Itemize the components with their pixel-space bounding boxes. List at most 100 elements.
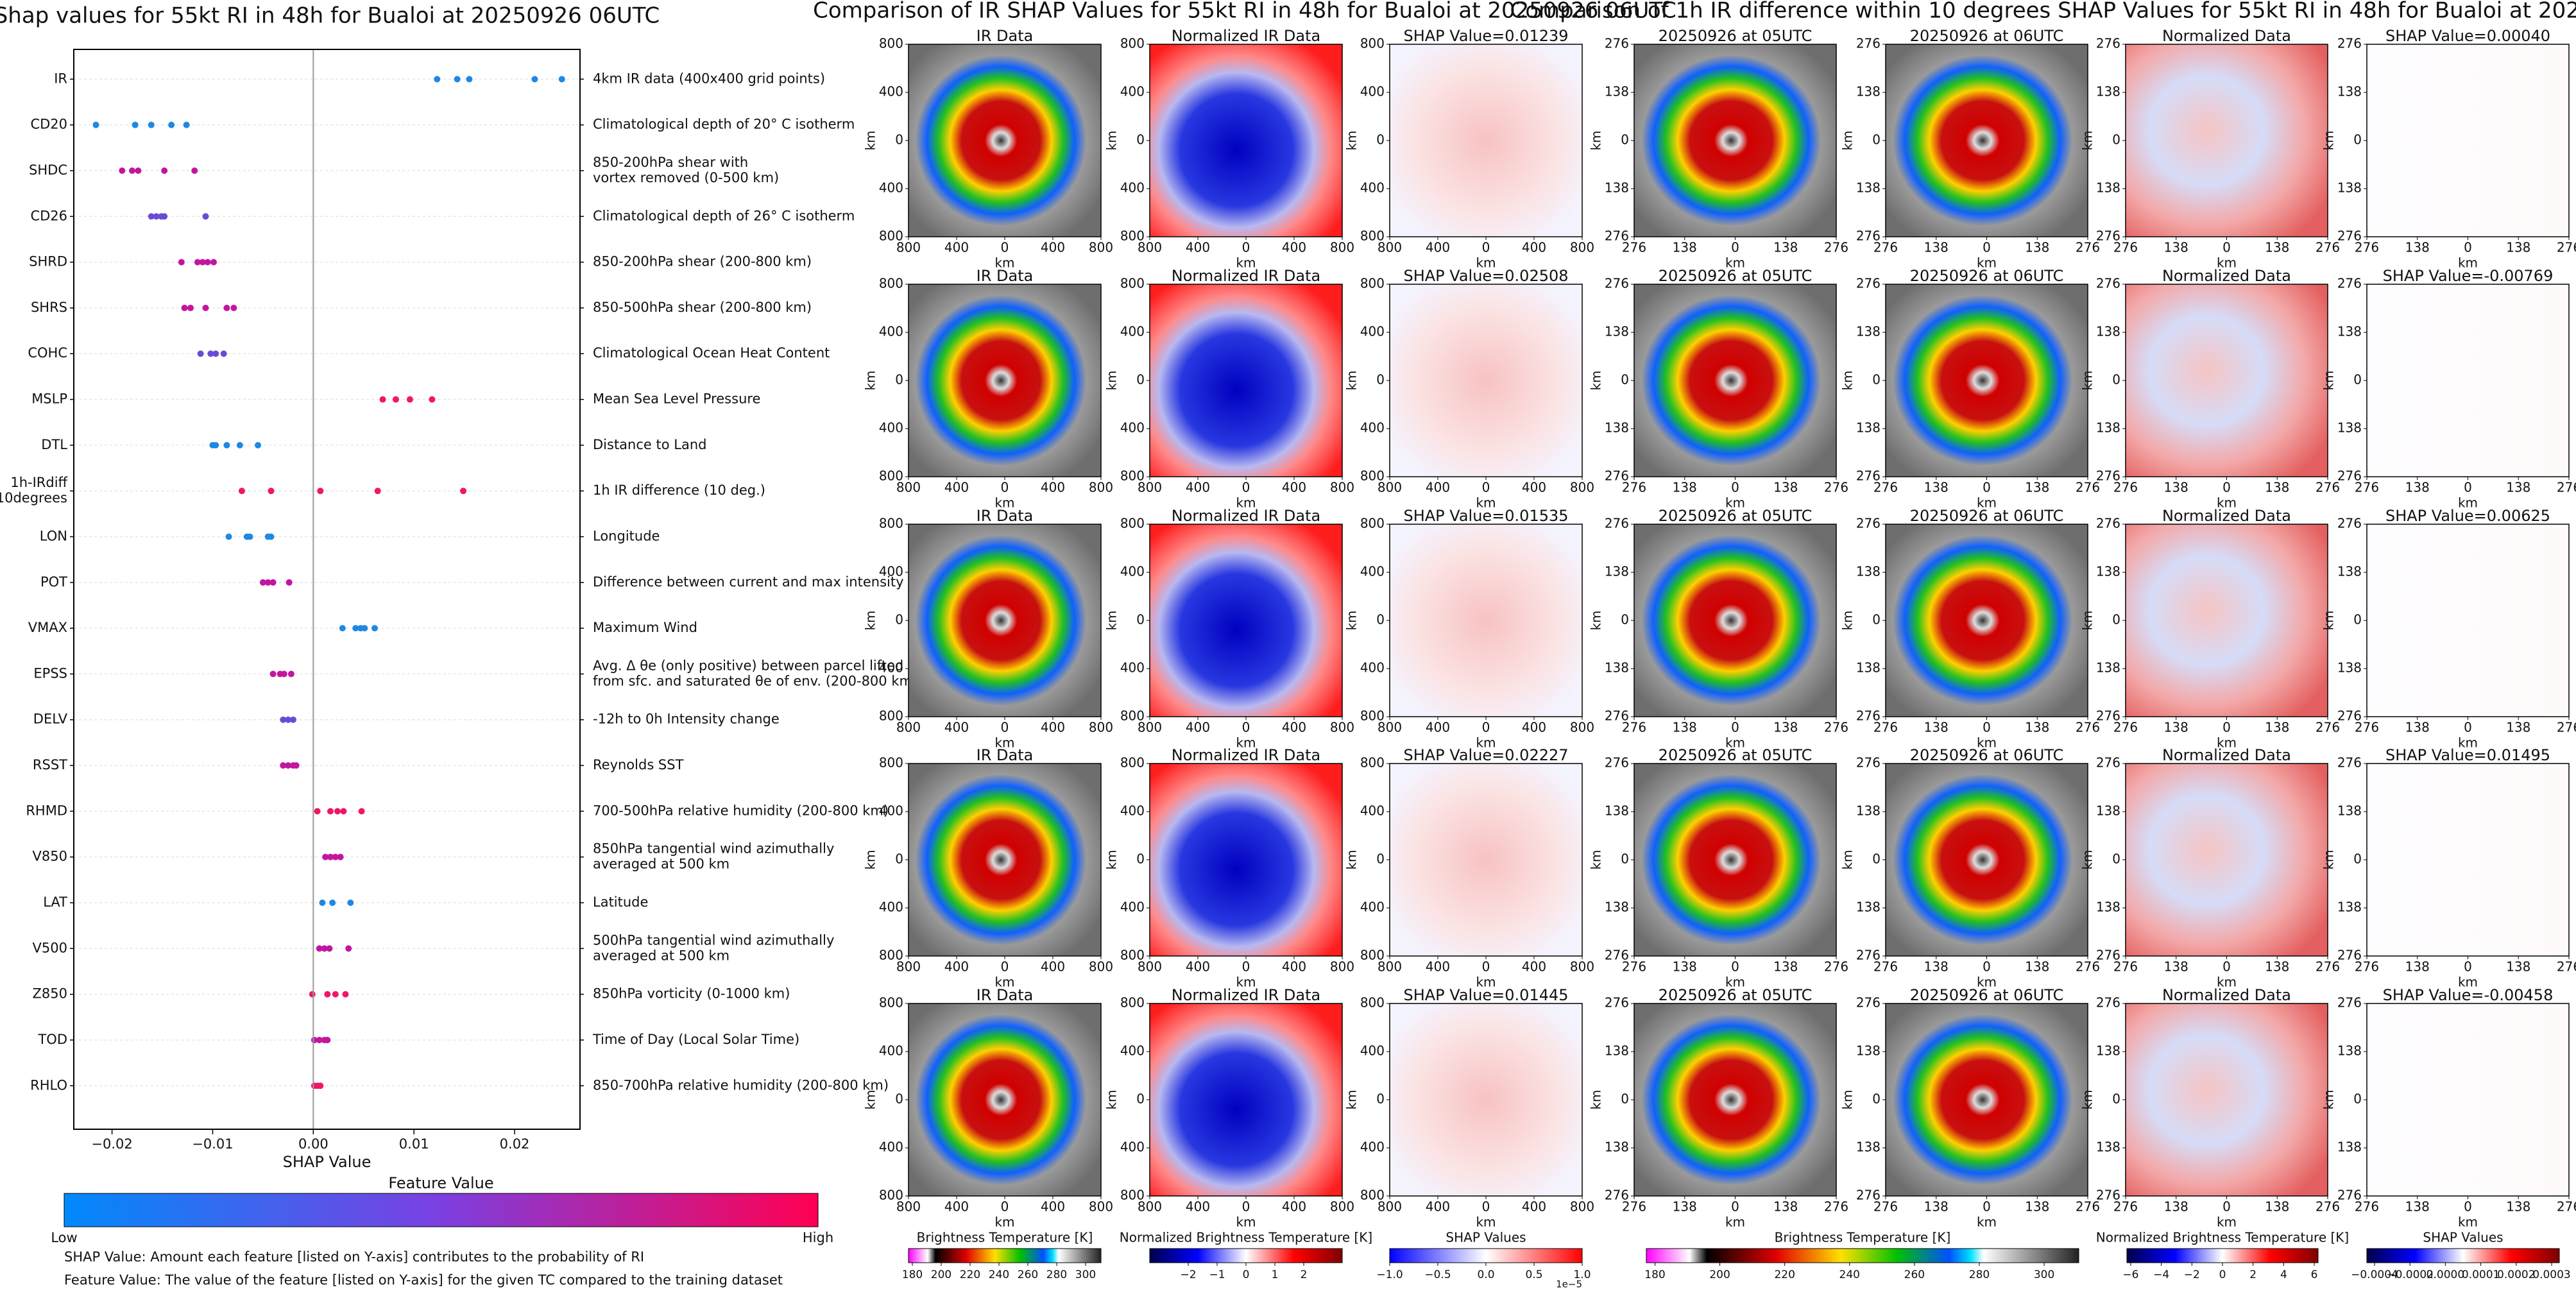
shap-point: [531, 76, 538, 83]
image-panel: [1633, 1003, 1837, 1197]
x-tick-label: 276: [1622, 480, 1646, 495]
x-tick-label: 276: [1873, 959, 1898, 975]
shap-point: [181, 304, 188, 311]
y-tick-label: 800: [1120, 1188, 1145, 1203]
y-tick-label: 276: [1856, 276, 1881, 291]
y-tick-label: 276: [1605, 1188, 1629, 1203]
panel-title: SHAP Value=0.00040: [2385, 27, 2550, 45]
x-tick-label: 276: [1824, 720, 1848, 735]
colorbar-tick-label: −1: [1209, 1268, 1225, 1281]
x-tick-label: 800: [1570, 1199, 1594, 1215]
y-tick-label: 400: [1120, 1140, 1145, 1155]
feature-description: Longitude: [593, 528, 660, 543]
shap-point: [332, 991, 339, 998]
image-panel: [1389, 284, 1583, 477]
y-tick-label: 800: [1120, 228, 1145, 244]
y-tick-label: 800: [1120, 276, 1145, 291]
y-tick-label: 138: [1605, 803, 1629, 819]
y-tick-label: 400: [879, 84, 903, 99]
y-tick-label: 138: [1856, 420, 1881, 436]
y-tick-label: 800: [1120, 708, 1145, 724]
x-tick-label: 800: [896, 959, 921, 975]
x-tick-label: 138: [2405, 240, 2430, 255]
x-tick-label: 400: [1282, 959, 1306, 975]
x-axis-label: km: [1725, 975, 1745, 990]
y-tick-label: 0: [1621, 1091, 1629, 1107]
y-tick-label: 138: [2337, 900, 2362, 915]
x-axis-label: km: [1476, 975, 1496, 990]
colorbar: [1389, 1248, 1583, 1263]
x-tick-label: 800: [1570, 959, 1594, 975]
x-tick-label: 138: [2405, 720, 2430, 735]
shap-point: [199, 259, 206, 266]
shap-point: [255, 441, 262, 448]
y-tick-label: 276: [2337, 36, 2362, 51]
x-tick-label: 400: [1522, 240, 1546, 255]
image-panel: [908, 44, 1102, 237]
panel-title: Normalized Data: [2162, 507, 2291, 525]
colorbar-tick-label: 200: [1709, 1268, 1730, 1281]
shap-point: [321, 945, 328, 952]
feature-description: Climatological depth of 26° C isotherm: [593, 208, 855, 223]
y-axis-label: km: [1840, 1089, 1855, 1109]
colorbar-label: Normalized Brightness Temperature [K]: [2096, 1230, 2349, 1245]
image-panel: [1633, 44, 1837, 237]
x-tick-label: 800: [1378, 959, 1402, 975]
x-tick-label: 276: [2076, 720, 2100, 735]
feature-description: 700-500hPa relative humidity (200-800 km…: [593, 803, 889, 818]
y-tick-label: 276: [2337, 468, 2362, 484]
shap-point: [285, 762, 292, 769]
colorbar-tick-label: 0: [1243, 1268, 1250, 1281]
feature-label: CD26: [30, 208, 67, 223]
y-axis-label: km: [1589, 370, 1604, 390]
shap-point: [223, 304, 230, 311]
y-tick-label: 400: [1360, 420, 1385, 436]
y-tick-label: 800: [1120, 755, 1145, 771]
y-tick-label: 138: [1856, 660, 1881, 676]
x-tick-label: 0: [1983, 959, 1991, 975]
x-tick-label: 800: [1330, 480, 1354, 495]
x-axis-label: km: [1476, 1215, 1496, 1230]
y-tick-label: 138: [2337, 660, 2362, 676]
y-axis-label: km: [1840, 849, 1855, 869]
x-tick-label: 138: [1924, 1199, 1949, 1215]
feature-label: MSLP: [31, 391, 67, 407]
shap-point: [128, 167, 135, 174]
image-panel: [1885, 284, 2088, 477]
x-axis-label: km: [1725, 255, 1745, 271]
x-tick-label: 0: [1983, 480, 1991, 495]
shap-point: [230, 304, 237, 311]
shap-point: [319, 899, 326, 906]
x-tick-label: 138: [1673, 720, 1697, 735]
y-axis-label: km: [1104, 370, 1120, 390]
y-tick-label: 0: [1872, 851, 1881, 867]
y-tick-label: 138: [2096, 900, 2120, 915]
y-tick-label: 400: [1360, 803, 1385, 819]
x-axis-label: km: [2458, 1215, 2478, 1230]
y-tick-label: 800: [1360, 228, 1385, 244]
x-tick-label: 276: [1873, 720, 1898, 735]
y-tick-label: 800: [1120, 468, 1145, 484]
panel-title: Normalized IR Data: [1172, 27, 1320, 45]
y-tick-label: 0: [2112, 372, 2120, 388]
shap-point: [132, 121, 139, 128]
y-tick-label: 276: [2096, 755, 2120, 771]
feature-label: RSST: [33, 757, 67, 773]
x-tick-label: 138: [1673, 1199, 1697, 1215]
colorbar-tick-label: 1.0: [1573, 1268, 1591, 1281]
shap-point: [314, 808, 321, 815]
x-tick-label: 0: [2464, 959, 2472, 975]
x-tick-label: 400: [1282, 1199, 1306, 1215]
x-axis-label: km: [994, 735, 1014, 751]
colorbar-tick-label: 280: [1046, 1268, 1067, 1281]
y-tick-label: 276: [2096, 468, 2120, 484]
panel-title: Normalized Data: [2162, 267, 2291, 285]
feature-label: DELV: [33, 712, 68, 727]
colorbar-tick-label: −0.0004: [2351, 1268, 2398, 1281]
x-axis-label: km: [2458, 975, 2478, 990]
y-tick-label: 0: [1872, 612, 1881, 627]
x-axis-label: km: [1725, 495, 1745, 511]
x-tick-label: 800: [896, 720, 921, 735]
shap-point: [322, 853, 329, 860]
x-tick-label: 0: [1482, 240, 1490, 255]
